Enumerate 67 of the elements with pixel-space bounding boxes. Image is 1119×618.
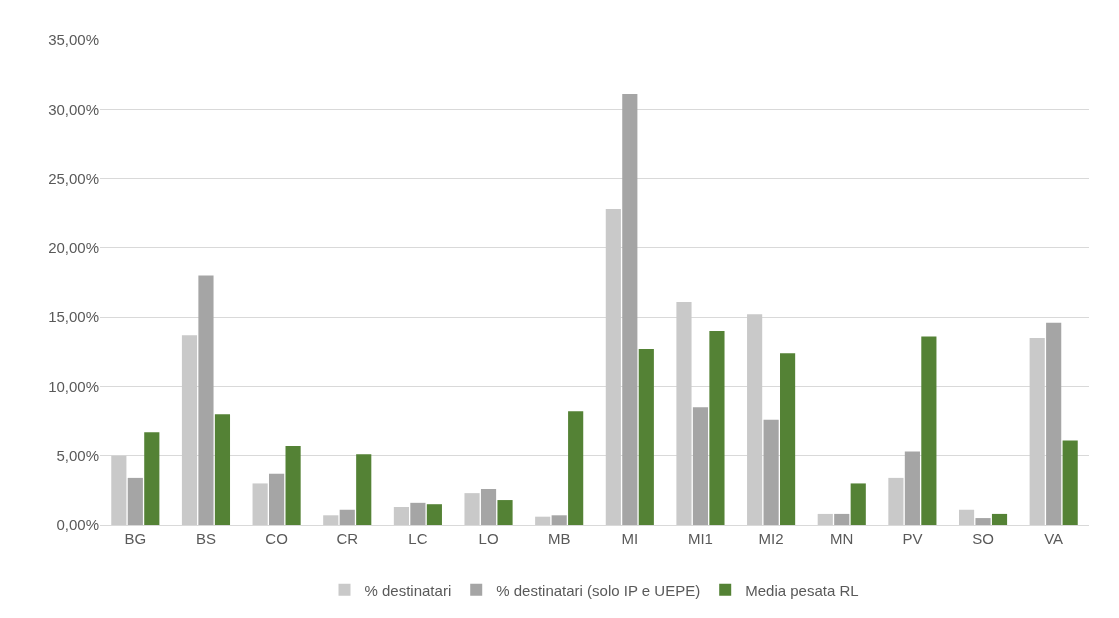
bar xyxy=(1046,322,1062,525)
bar xyxy=(181,335,198,525)
bar xyxy=(780,353,796,525)
bar xyxy=(904,451,920,525)
legend-label: % destinatari xyxy=(364,581,452,599)
bar xyxy=(252,483,268,525)
x-tick-label: MI2 xyxy=(758,530,784,547)
bar xyxy=(214,414,231,525)
y-tick-label: 30,00% xyxy=(48,100,99,118)
bar xyxy=(568,411,584,525)
x-tick-label: MB xyxy=(547,530,571,547)
bar xyxy=(763,419,779,525)
bar xyxy=(339,509,355,525)
y-tick-label: 15,00% xyxy=(48,308,99,326)
bar xyxy=(480,488,497,525)
bar xyxy=(285,446,301,525)
bar xyxy=(638,349,654,525)
bar xyxy=(426,504,442,525)
x-tick-label: LC xyxy=(408,530,428,547)
bar xyxy=(393,506,409,525)
bar xyxy=(605,209,621,525)
bar xyxy=(1029,337,1045,525)
y-tick-label: 20,00% xyxy=(48,239,99,257)
bar xyxy=(676,301,692,525)
bar xyxy=(551,515,567,525)
bar xyxy=(850,483,866,525)
legend-label: Media pesata RL xyxy=(745,581,859,599)
bar xyxy=(991,513,1008,525)
bar xyxy=(709,331,725,525)
bar xyxy=(692,407,709,525)
x-tick-label: MI1 xyxy=(687,530,713,547)
bar xyxy=(144,432,160,525)
bar xyxy=(323,515,339,525)
bar xyxy=(921,336,937,525)
bar xyxy=(834,513,850,525)
bar xyxy=(958,509,975,525)
y-tick-label: 0,00% xyxy=(56,516,99,534)
bar xyxy=(464,493,480,525)
bar xyxy=(497,500,513,525)
bar xyxy=(198,275,214,525)
bar xyxy=(747,314,763,525)
bar xyxy=(1062,440,1078,525)
bar xyxy=(356,454,372,525)
x-tick-label: LO xyxy=(478,530,499,547)
y-tick-label: 5,00% xyxy=(56,446,99,464)
x-tick-label: VA xyxy=(1044,530,1064,547)
x-tick-label: MN xyxy=(830,530,854,547)
bar xyxy=(410,502,426,525)
bar xyxy=(127,477,143,525)
bar xyxy=(111,455,127,525)
x-tick-label: BS xyxy=(195,530,216,547)
y-tick-label: 25,00% xyxy=(48,169,99,187)
bar xyxy=(817,513,833,525)
x-tick-label: SO xyxy=(972,530,994,547)
bar xyxy=(269,473,285,525)
bar xyxy=(888,477,904,525)
x-tick-label: CO xyxy=(265,530,288,547)
y-tick-label: 35,00% xyxy=(48,31,99,49)
x-tick-label: PV xyxy=(902,530,923,547)
y-tick-label: 10,00% xyxy=(48,377,99,395)
x-tick-label: CR xyxy=(336,530,359,547)
bar xyxy=(622,94,638,525)
legend-label: % destinatari (solo IP e UEPE) xyxy=(496,581,701,599)
bar xyxy=(975,518,991,525)
x-tick-label: BG xyxy=(124,530,147,547)
x-tick-label: MI xyxy=(621,530,639,547)
bar xyxy=(535,516,551,525)
